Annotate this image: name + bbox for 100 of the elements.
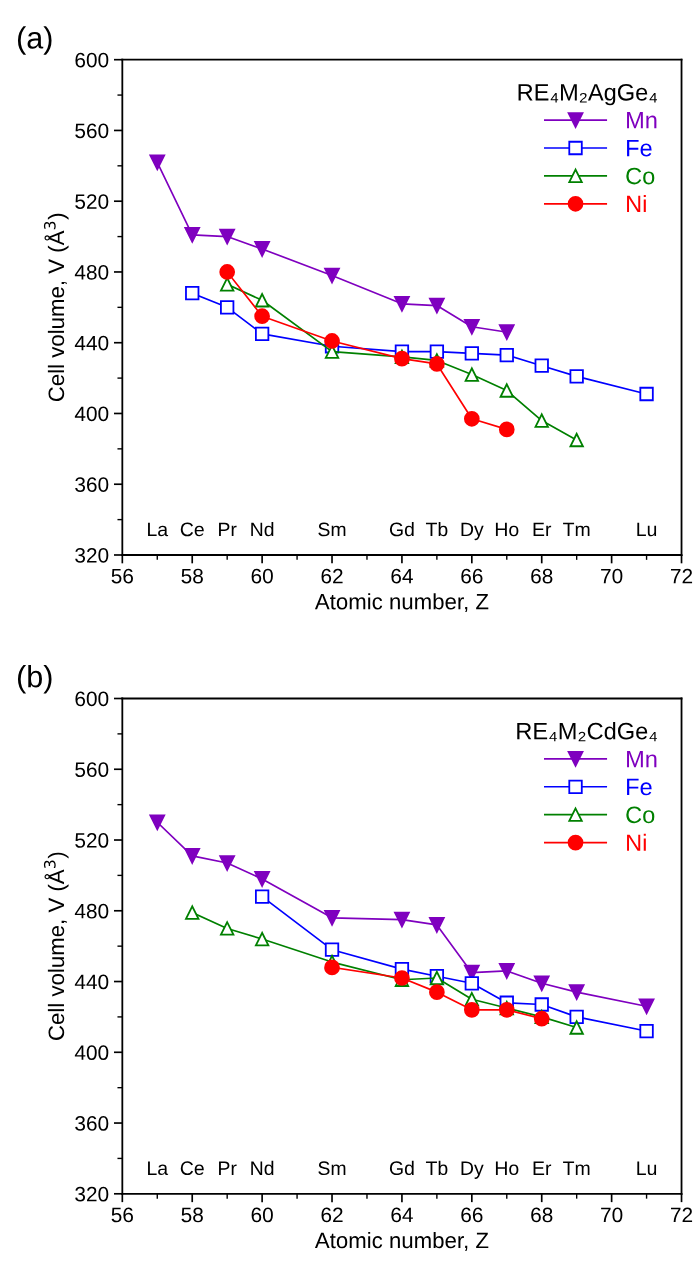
point (464, 367, 479, 382)
annotation: Tb (425, 1160, 448, 1176)
point (220, 277, 235, 292)
point (219, 264, 236, 280)
point (254, 931, 270, 947)
annotation: Dy (461, 522, 484, 541)
x-tick-label: 62 (321, 1207, 343, 1223)
point (429, 984, 445, 1000)
x-tick-label: 62 (321, 568, 343, 584)
point (254, 293, 270, 308)
point (254, 308, 270, 325)
point (498, 963, 515, 979)
annotation: Er (533, 1161, 552, 1175)
point (220, 921, 235, 936)
point (219, 228, 236, 245)
point (534, 413, 549, 428)
point (185, 286, 200, 301)
y-tick-label: 400 (74, 406, 109, 422)
annotation: Er (533, 522, 552, 537)
annotation: Pr (219, 1161, 237, 1175)
legend-label: Fe (627, 139, 652, 157)
x-tick-label: 64 (391, 1207, 413, 1223)
y-tick-label: 520 (75, 194, 109, 209)
x-tick-label: 66 (461, 568, 483, 584)
point (149, 154, 166, 171)
point (638, 998, 655, 1015)
annotation: La (148, 522, 169, 537)
annotation: Sm (318, 522, 346, 537)
point (185, 905, 200, 920)
annotation: Pr (219, 522, 237, 537)
point (463, 1001, 480, 1018)
point (394, 911, 410, 928)
annotation: Dy (461, 1161, 484, 1179)
annotation: Tb (425, 522, 448, 537)
x-tick-label: 70 (601, 568, 623, 584)
point (220, 300, 235, 315)
x-tick-label: 70 (601, 1207, 623, 1223)
annotation: Nd (251, 522, 274, 537)
x-axis-title: Atomic number, Z (314, 593, 489, 613)
point (498, 421, 515, 438)
y-tick-label: 600 (75, 52, 109, 68)
point (429, 356, 445, 372)
x-tick-label: 66 (461, 1207, 483, 1223)
point (324, 909, 340, 926)
point (149, 814, 166, 831)
text: (b) (17, 665, 52, 694)
annotation: La (148, 1161, 169, 1176)
point (639, 386, 654, 402)
x-tick-label: 72 (671, 568, 693, 584)
y-tick-label: 440 (74, 335, 109, 351)
point (463, 410, 480, 427)
y-axis-title: Cell volume, V (Å$^{3}$) (43, 213, 69, 402)
point (324, 333, 340, 349)
legend-title: RE₄M₂AgGe₄ (518, 83, 657, 106)
y-tick-label: 360 (75, 1116, 109, 1131)
point (498, 324, 515, 340)
annotation: Ho (495, 522, 519, 537)
point (639, 1023, 654, 1039)
point (569, 432, 584, 448)
legend-title: RE₄M₂CdGe₄ (517, 722, 657, 742)
y-axis-title: Cell volume, V (Å$^{3}$) (43, 852, 69, 1040)
x-tick-label: 72 (671, 1207, 693, 1223)
y-tick-label: 480 (74, 903, 109, 919)
x-tick-label: 56 (111, 568, 133, 584)
y-tick-label: 320 (75, 1186, 109, 1202)
annotation: Lu (637, 522, 657, 537)
point (569, 1020, 584, 1035)
point (464, 976, 479, 991)
x-tick-label: 58 (181, 568, 203, 584)
x-tick-label: 64 (391, 568, 413, 584)
point (569, 369, 584, 384)
point (568, 984, 585, 1000)
x-axis-title: Atomic number, Z (314, 1231, 489, 1251)
point (534, 358, 549, 373)
x-tick-label: 60 (251, 568, 273, 584)
annotation: Nd (251, 1160, 274, 1176)
y-tick-label: 480 (74, 264, 109, 280)
point (429, 297, 445, 314)
y-tick-label: 400 (74, 1045, 109, 1061)
legend-label: Fe (627, 778, 652, 796)
point (219, 855, 236, 871)
legend-label: Mn (627, 112, 657, 129)
y-tick-label: 440 (74, 974, 109, 990)
annotation: Ce (180, 522, 204, 537)
legend-label: Co (626, 167, 655, 185)
x-tick-label: 68 (531, 568, 553, 584)
point (254, 889, 270, 904)
point (254, 326, 270, 342)
y-tick-label: 520 (75, 833, 109, 848)
point (569, 1009, 584, 1025)
annotation: Gd (389, 522, 414, 537)
y-tick-label: 360 (75, 477, 109, 492)
point (254, 871, 270, 887)
point (499, 383, 514, 398)
annotation: Lu (637, 1161, 657, 1176)
x-tick-label: 68 (531, 1207, 553, 1223)
y-tick-label: 320 (75, 547, 109, 563)
point (324, 959, 340, 976)
legend-label: Mn (627, 750, 657, 768)
point (254, 241, 270, 257)
